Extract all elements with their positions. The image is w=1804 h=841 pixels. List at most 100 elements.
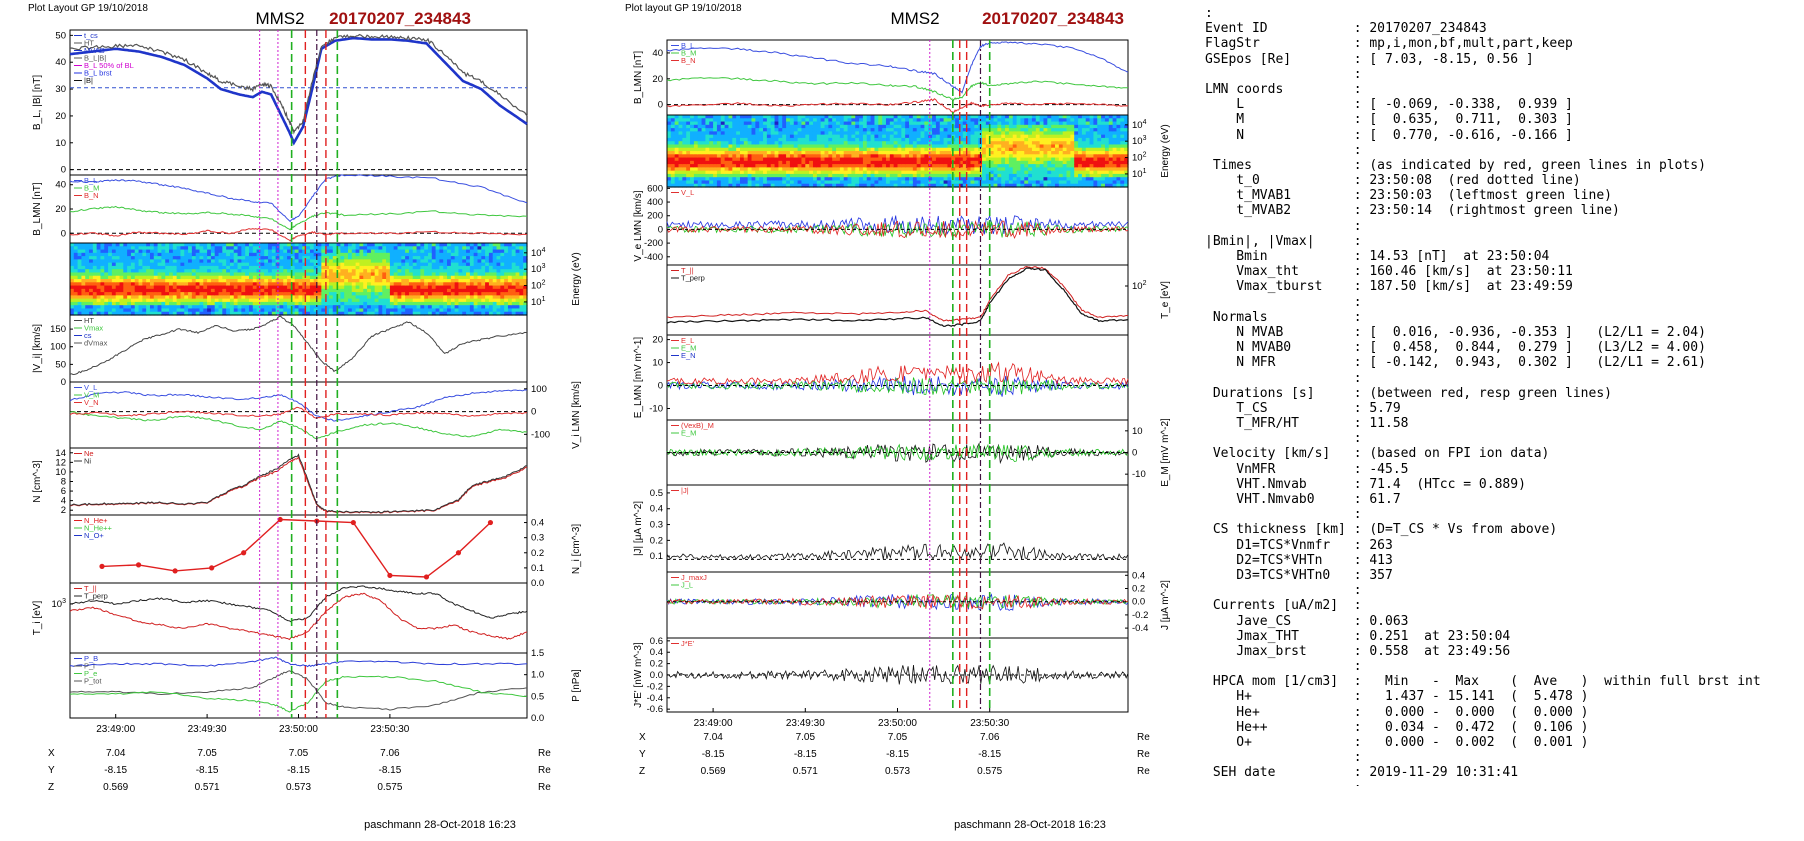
- spectrogram-cell: [928, 167, 933, 172]
- spectrogram-cell: [774, 154, 780, 159]
- spectrogram-cell: [336, 308, 341, 313]
- spectrogram-cell: [763, 157, 768, 162]
- spectrogram-cell: [519, 243, 524, 247]
- spectrogram-cell: [897, 128, 902, 132]
- spectrogram-cell: [306, 272, 311, 277]
- spectrogram-cell: [962, 173, 968, 178]
- spectrogram-cell: [188, 246, 193, 251]
- spectrogram-cell: [488, 272, 494, 277]
- spectrogram-cell: [985, 160, 991, 165]
- spectrogram-cell: [832, 137, 837, 142]
- spectrogram-cell: [743, 134, 749, 139]
- spectrogram-cell: [81, 301, 86, 306]
- spectrogram-cell: [450, 298, 456, 303]
- spectrogram-cell: [1028, 128, 1033, 132]
- spectrogram-cell: [920, 147, 925, 152]
- spectrogram-cell: [325, 288, 330, 293]
- spectrogram-cell: [386, 282, 391, 287]
- spectrogram-cell: [134, 262, 140, 267]
- spectrogram-cell: [912, 141, 918, 146]
- spectrogram-cell: [336, 269, 341, 274]
- spectrogram-cell: [862, 141, 868, 146]
- spectrogram-cell: [985, 154, 991, 159]
- spectrogram-cell: [770, 154, 776, 159]
- spectrogram-cell: [747, 115, 753, 119]
- spectrogram-cell: [843, 164, 849, 168]
- spectrogram-cell: [89, 269, 94, 274]
- spectrogram-cell: [889, 160, 895, 165]
- spectrogram-cell: [450, 272, 456, 277]
- spectrogram-cell: [439, 249, 444, 254]
- spectrogram-cell: [382, 272, 387, 277]
- y-tick-label: 103: [531, 263, 546, 275]
- spectrogram-cell: [882, 121, 887, 126]
- spectrogram-cell: [191, 301, 197, 306]
- spectrogram-cell: [763, 137, 768, 142]
- spectrogram-cell: [859, 144, 864, 149]
- spectrogram-cell: [481, 272, 486, 277]
- spectrogram-cell: [252, 295, 258, 300]
- spectrogram-cell: [165, 282, 170, 287]
- spectrogram-cell: [138, 308, 143, 313]
- spectrogram-cell: [709, 134, 714, 139]
- spectrogram-cell: [523, 285, 528, 290]
- spectrogram-cell: [374, 305, 380, 310]
- spectrogram-cell: [974, 160, 979, 165]
- spectrogram-cell: [302, 246, 307, 251]
- spectrogram-cell: [909, 147, 914, 152]
- spectrogram-cell: [161, 311, 166, 316]
- spectrogram-cell: [743, 141, 749, 146]
- spectrogram-cell: [431, 288, 437, 293]
- spectrogram-cell: [824, 115, 829, 119]
- spectrogram-cell: [832, 131, 837, 136]
- y-tick-label: 0: [61, 377, 66, 388]
- spectrogram-cell: [279, 311, 284, 316]
- spectrogram-cell: [340, 292, 345, 296]
- spectrogram-cell: [127, 249, 132, 254]
- spectrogram-cell: [70, 269, 75, 274]
- spectrogram-cell: [985, 144, 991, 149]
- spectrogram-cell: [828, 183, 833, 188]
- spectrogram-cell: [302, 243, 307, 247]
- spectrogram-cell: [309, 285, 315, 290]
- spectrogram-cell: [416, 301, 421, 306]
- spectrogram-cell: [732, 183, 737, 188]
- spectrogram-cell: [157, 301, 162, 306]
- spectrogram-cell: [851, 151, 856, 155]
- spectrogram-cell: [424, 272, 429, 277]
- spectrogram-cell: [805, 160, 810, 165]
- spectrogram-cell: [389, 301, 395, 306]
- spectrogram-cell: [943, 121, 949, 126]
- spectrogram-cell: [485, 282, 490, 287]
- spectrogram-cell: [697, 134, 703, 139]
- spectrogram-cell: [716, 170, 722, 175]
- spectrogram-cell: [751, 164, 756, 168]
- spectrogram-cell: [997, 134, 1002, 139]
- spectrogram-cell: [885, 160, 891, 165]
- spectrogram-cell: [805, 183, 810, 188]
- spectrogram-cell: [924, 183, 929, 188]
- spectrogram-cell: [770, 164, 776, 168]
- spectrogram-cell: [674, 115, 680, 119]
- spectrogram-cell: [743, 147, 749, 152]
- spectrogram-cell: [1028, 118, 1033, 123]
- spectrogram-cell: [73, 246, 79, 251]
- spectrogram-cell: [782, 121, 787, 126]
- spectrogram-cell: [970, 144, 975, 149]
- spectrogram-cell: [820, 131, 826, 136]
- spectrogram-cell: [89, 256, 94, 260]
- spectrogram-cell: [812, 173, 818, 178]
- spectrogram-cell: [115, 282, 121, 287]
- spectrogram-cell: [142, 292, 147, 296]
- spectrogram-cell: [943, 131, 949, 136]
- spectrogram-cell: [878, 157, 883, 162]
- spectrogram-cell: [705, 151, 710, 155]
- spectrogram-cell: [73, 288, 79, 293]
- spectrogram-cell: [905, 134, 910, 139]
- spectrogram-cell: [210, 265, 216, 270]
- spectrogram-cell: [374, 301, 380, 306]
- spectrogram-cell: [805, 121, 810, 126]
- spectrogram-cell: [678, 183, 683, 188]
- spectrogram-cell: [127, 288, 132, 293]
- spectrogram-cell: [866, 157, 872, 162]
